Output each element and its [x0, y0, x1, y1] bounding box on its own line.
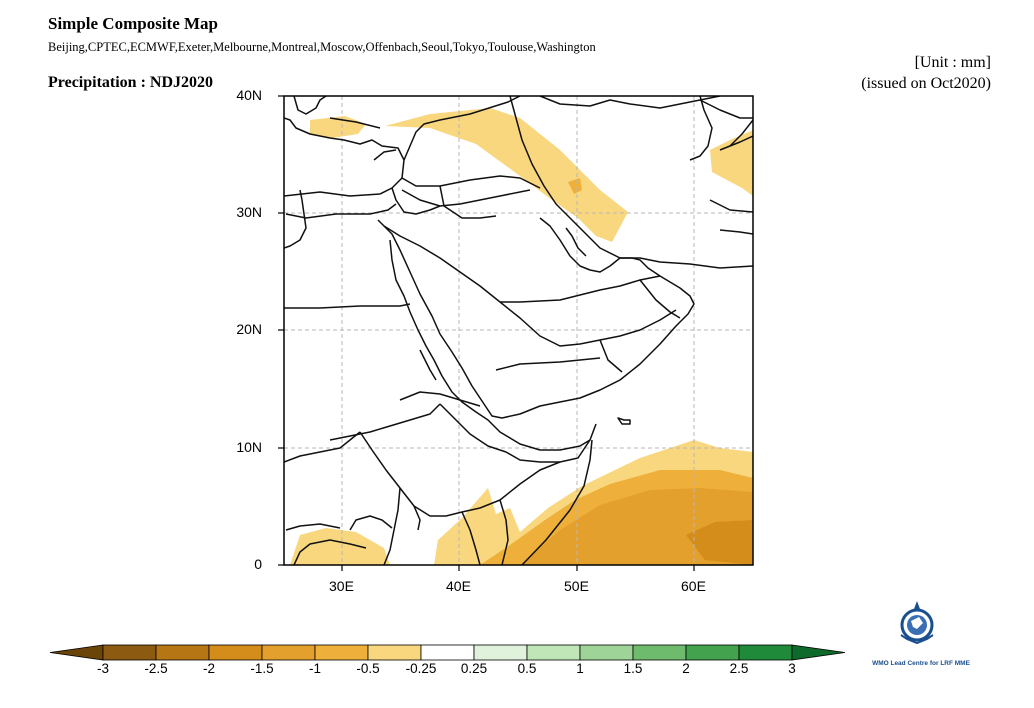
colorbar: [49, 644, 846, 661]
lat-label-40n: 40N: [236, 87, 262, 103]
colorbar-segment: [208, 644, 263, 661]
colorbar-tick-label: -3: [96, 661, 110, 676]
colorbar-segment: [420, 644, 475, 661]
colorbar-segment: [102, 644, 157, 661]
colorbar-tick-label: 2.5: [729, 661, 749, 676]
colorbar-segment: [632, 644, 687, 661]
colorbar-segment: [738, 644, 793, 661]
lon-label-30e: 30E: [329, 578, 354, 594]
axis-ticks: [278, 95, 695, 571]
coastlines-borders: [284, 96, 753, 565]
colorbar-segment: [314, 644, 369, 661]
colorbar-tick-label: 1: [576, 661, 584, 676]
lon-label-60e: 60E: [681, 578, 706, 594]
anomaly-shading: [290, 108, 753, 565]
lat-label-10n: 10N: [236, 439, 262, 455]
lat-label-30n: 30N: [236, 204, 262, 220]
colorbar-low-triangle: [49, 644, 104, 661]
colorbar-segment: [155, 644, 210, 661]
graticule: [284, 96, 753, 565]
issued-label: (issued on Oct2020): [861, 75, 991, 92]
colorbar-tick-label: 0.5: [517, 661, 537, 676]
colorbar-high-triangle: [791, 644, 846, 661]
anomaly-core-south: [686, 520, 753, 565]
colorbar-tick-label: 0.25: [460, 661, 488, 676]
unit-label: [Unit : mm]: [914, 54, 991, 71]
colorbar-tick-label: -0.5: [356, 661, 380, 676]
lon-label-40e: 40E: [446, 578, 471, 594]
colorbar-segment: [261, 644, 316, 661]
anomaly-core-north: [568, 178, 582, 194]
anomaly-region-caspian: [710, 130, 753, 196]
anomaly-region-southwest: [290, 528, 390, 565]
wmo-logo-caption: WMO Lead Centre for LRF MME: [872, 660, 970, 667]
lat-label-0: 0: [254, 556, 262, 572]
colorbar-tick-label: 3: [788, 661, 796, 676]
colorbar-segment: [685, 644, 740, 661]
colorbar-tick-label: -2: [202, 661, 216, 676]
colorbar-segment: [579, 644, 634, 661]
anomaly-region-north: [385, 108, 628, 242]
colorbar-segment: [526, 644, 581, 661]
colorbar-tick-label: -2.5: [144, 661, 168, 676]
colorbar-tick-label: 1.5: [623, 661, 643, 676]
colorbar-tick-label: 2: [682, 661, 690, 676]
contributing-centres: Beijing,CPTEC,ECMWF,Exeter,Melbourne,Mon…: [48, 40, 596, 54]
lat-label-20n: 20N: [236, 321, 262, 337]
colorbar-segment: [367, 644, 422, 661]
colorbar-tick-label: -1: [308, 661, 322, 676]
wmo-logo: [900, 601, 934, 645]
map-title: Simple Composite Map: [48, 14, 218, 33]
variable-label: Precipitation : NDJ2020: [48, 74, 214, 91]
lon-label-50e: 50E: [564, 578, 589, 594]
colorbar-tick-label: -0.25: [405, 661, 437, 676]
colorbar-tick-label: -1.5: [250, 661, 274, 676]
colorbar-segment: [473, 644, 528, 661]
